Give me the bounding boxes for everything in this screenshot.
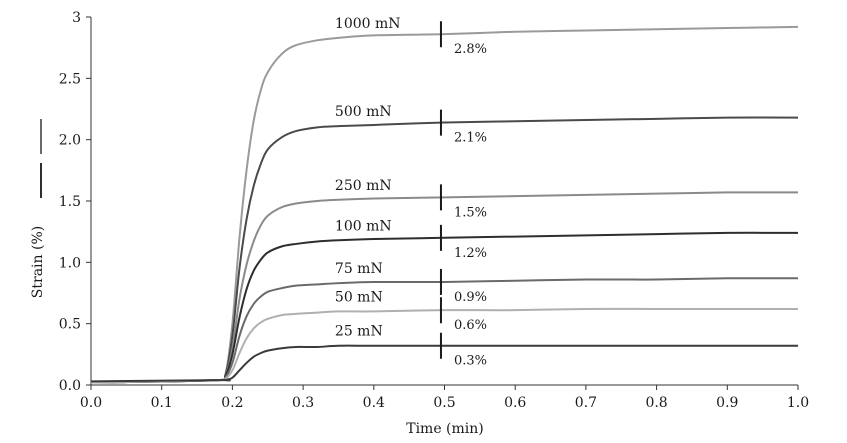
strain-marker-label: 2.8%	[454, 42, 487, 57]
y-tick-label: 0.5	[59, 317, 81, 333]
x-ticks: 0.0 0.1 0.2 0.3 0.4 0.5 0.6 0.7 0.8 0.9 1.0	[80, 385, 809, 411]
series-label: 250 mN	[335, 178, 392, 194]
x-tick-label: 0.0	[80, 395, 102, 411]
series-line-6	[90, 344, 798, 383]
strain-marker-label: 1.5%	[454, 205, 487, 220]
series-label: 75 mN	[335, 261, 383, 277]
series-line-0	[90, 25, 799, 384]
series-label: 50 mN	[335, 289, 383, 305]
x-tick-label: 0.8	[645, 395, 667, 411]
strain-marker-label: 0.9%	[454, 290, 487, 305]
x-tick-label: 0.4	[363, 395, 385, 411]
x-tick-label: 0.6	[504, 395, 526, 411]
strain-marker-label: 2.1%	[454, 131, 487, 146]
x-tick-label: 0.5	[433, 395, 455, 411]
strain-marker-label: 0.3%	[454, 354, 487, 369]
series-label: 500 mN	[335, 104, 392, 120]
series-label: 1000 mN	[335, 16, 401, 32]
y-tick-label: 2.5	[59, 71, 81, 87]
series-line-4	[90, 277, 799, 384]
series-line-2	[90, 191, 799, 384]
x-tick-label: 0.9	[716, 395, 738, 411]
series-label: 100 mN	[335, 218, 392, 234]
series-line-1	[90, 116, 799, 384]
y-ticks: 0.0 0.5 1.0 1.5 2.0 2.5 3	[59, 10, 91, 394]
series-line-3	[90, 231, 799, 384]
strain-marker-label: 1.2%	[454, 246, 487, 261]
x-axis-title: Time (min)	[406, 421, 484, 437]
x-tick-label: 0.3	[292, 395, 314, 411]
series-line-5	[90, 307, 798, 384]
y-tick-label: 1.0	[59, 255, 81, 271]
strain-marker-label: 0.6%	[454, 318, 487, 333]
x-tick-label: 0.2	[221, 395, 243, 411]
y-tick-label: 3	[72, 10, 81, 26]
x-tick-label: 0.1	[151, 395, 173, 411]
y-tick-label: 1.5	[59, 194, 81, 210]
x-tick-label: 0.7	[575, 395, 597, 411]
series-label: 25 mN	[335, 324, 383, 340]
x-tick-label: 1.0	[787, 395, 809, 411]
y-tick-label: 2.0	[59, 133, 81, 149]
series-labels: 1000 mN 500 mN 250 mN 100 mN 75 mN 50 mN 25 mN	[335, 16, 401, 340]
y-tick-label: 0.0	[59, 378, 81, 394]
y-axis-title: Strain (%)	[30, 226, 46, 298]
axes	[90, 17, 798, 386]
series-lines	[90, 25, 799, 384]
strain-markers: 2.8% 2.1% 1.5% 1.2% 0.9% 0.6% 0.3%	[439, 21, 487, 369]
